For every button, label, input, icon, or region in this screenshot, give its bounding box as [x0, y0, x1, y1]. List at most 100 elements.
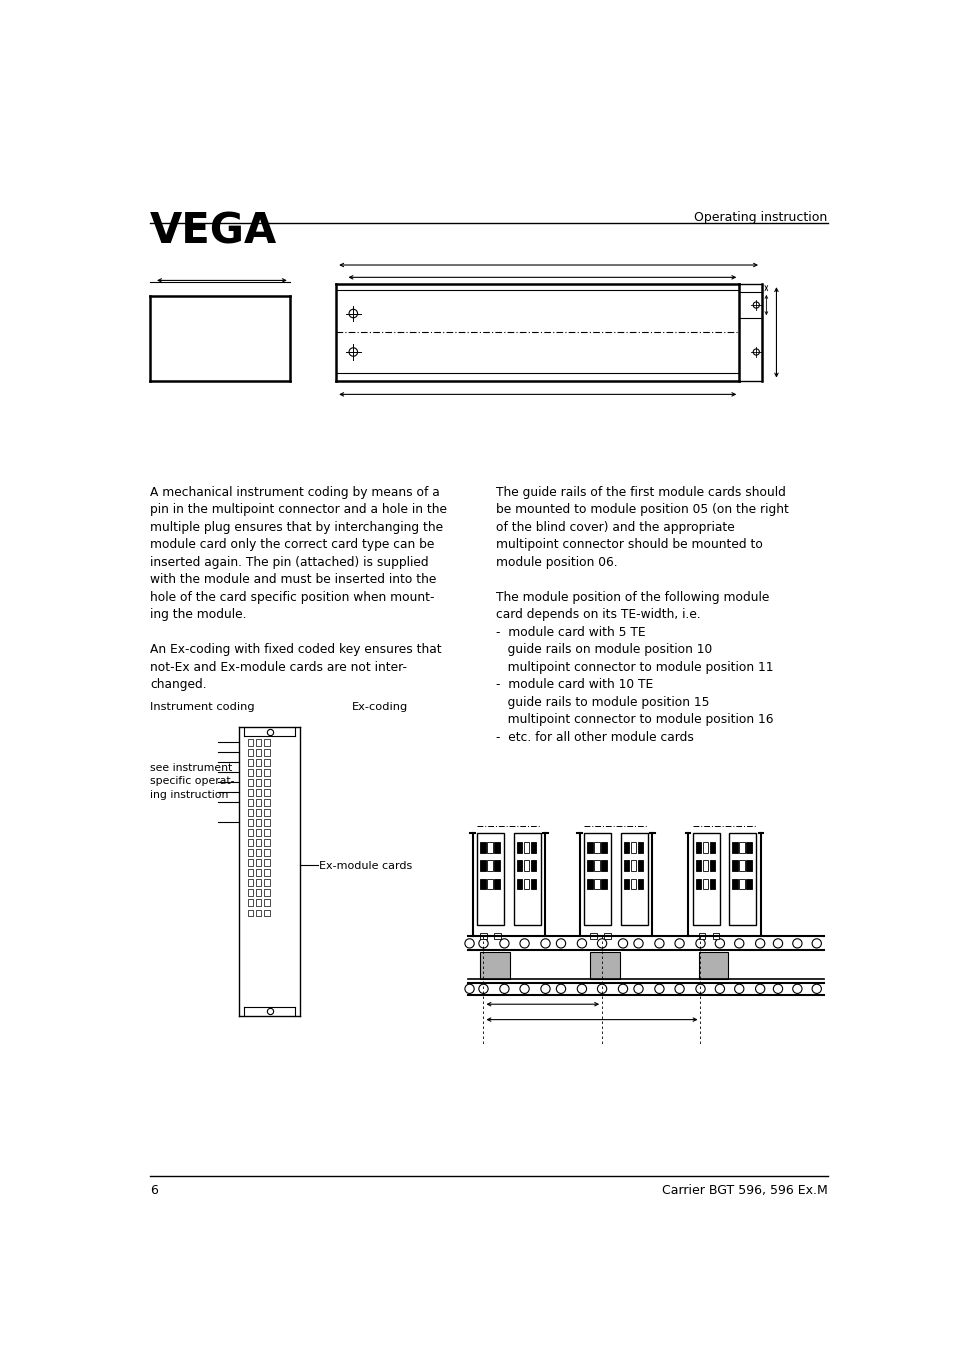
Bar: [732, 860, 737, 871]
Bar: [480, 841, 485, 852]
Bar: [255, 749, 261, 756]
Bar: [248, 859, 253, 866]
Bar: [523, 841, 529, 852]
Bar: [587, 878, 592, 889]
Bar: [255, 779, 261, 786]
Bar: [476, 832, 504, 925]
Bar: [623, 841, 629, 852]
Bar: [623, 860, 629, 871]
Text: Operating instruction: Operating instruction: [694, 211, 827, 224]
Bar: [480, 932, 486, 939]
Bar: [255, 870, 261, 877]
Bar: [264, 850, 270, 856]
Bar: [583, 832, 611, 925]
Text: Ex-module cards: Ex-module cards: [319, 860, 412, 871]
Bar: [517, 841, 521, 852]
Bar: [487, 878, 493, 889]
Text: 6: 6: [150, 1184, 158, 1196]
Bar: [248, 900, 253, 906]
Bar: [248, 889, 253, 897]
Bar: [264, 759, 270, 767]
Bar: [248, 790, 253, 797]
Bar: [600, 878, 606, 889]
Bar: [699, 932, 704, 939]
Bar: [604, 932, 610, 939]
Bar: [248, 840, 253, 847]
Text: The guide rails of the first module cards should
be mounted to module position 0: The guide rails of the first module card…: [496, 486, 788, 744]
Bar: [695, 878, 700, 889]
Bar: [248, 770, 253, 776]
Bar: [255, 850, 261, 856]
Bar: [637, 878, 642, 889]
Bar: [590, 932, 596, 939]
Bar: [264, 779, 270, 786]
Bar: [264, 879, 270, 886]
Bar: [494, 878, 499, 889]
Bar: [630, 878, 636, 889]
Bar: [702, 878, 707, 889]
Bar: [637, 841, 642, 852]
Bar: [587, 860, 592, 871]
Text: A mechanical instrument coding by means of a
pin in the multipoint connector and: A mechanical instrument coding by means …: [150, 486, 447, 691]
Bar: [264, 749, 270, 756]
Text: see instrument
specific operat-
ing instruction: see instrument specific operat- ing inst…: [150, 763, 234, 799]
Bar: [255, 759, 261, 767]
Bar: [594, 841, 599, 852]
Bar: [480, 878, 485, 889]
Text: Instrument coding: Instrument coding: [150, 702, 254, 711]
Bar: [630, 860, 636, 871]
Bar: [264, 900, 270, 906]
Bar: [587, 841, 592, 852]
Bar: [745, 878, 751, 889]
Bar: [487, 841, 493, 852]
Bar: [739, 860, 744, 871]
Bar: [517, 878, 521, 889]
Bar: [264, 859, 270, 866]
Text: VEGA: VEGA: [150, 210, 277, 252]
Text: Ex-coding: Ex-coding: [352, 702, 408, 711]
Bar: [692, 832, 720, 925]
Bar: [248, 820, 253, 827]
Bar: [264, 829, 270, 836]
Bar: [600, 860, 606, 871]
Bar: [623, 878, 629, 889]
Bar: [255, 859, 261, 866]
Bar: [480, 951, 509, 978]
Bar: [248, 909, 253, 916]
Bar: [530, 860, 536, 871]
Bar: [732, 878, 737, 889]
Bar: [248, 879, 253, 886]
Bar: [264, 889, 270, 897]
Bar: [480, 860, 485, 871]
Bar: [530, 841, 536, 852]
Bar: [699, 951, 728, 978]
Bar: [248, 809, 253, 816]
Bar: [248, 850, 253, 856]
Bar: [732, 841, 737, 852]
Bar: [702, 841, 707, 852]
Bar: [248, 829, 253, 836]
Bar: [709, 878, 715, 889]
Bar: [590, 951, 619, 978]
Bar: [255, 799, 261, 806]
Bar: [264, 790, 270, 797]
Bar: [264, 770, 270, 776]
Bar: [255, 740, 261, 747]
Bar: [264, 909, 270, 916]
Bar: [255, 840, 261, 847]
Bar: [712, 932, 719, 939]
Bar: [255, 770, 261, 776]
Bar: [620, 832, 647, 925]
Bar: [255, 889, 261, 897]
Bar: [255, 829, 261, 836]
Bar: [264, 840, 270, 847]
Bar: [487, 860, 493, 871]
Bar: [513, 832, 540, 925]
Bar: [600, 841, 606, 852]
Bar: [264, 820, 270, 827]
Bar: [248, 799, 253, 806]
Bar: [709, 860, 715, 871]
Bar: [264, 809, 270, 816]
Bar: [709, 841, 715, 852]
Bar: [695, 860, 700, 871]
